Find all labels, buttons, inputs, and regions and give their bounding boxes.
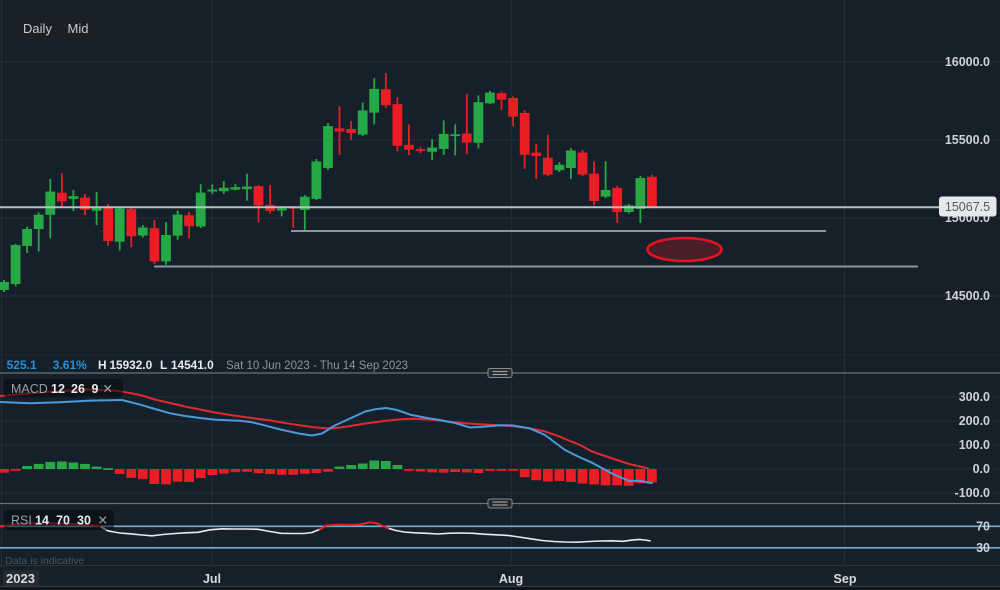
svg-text:2023: 2023: [6, 571, 35, 586]
svg-text:0.0: 0.0: [973, 462, 990, 476]
svg-text:16000.0: 16000.0: [945, 55, 990, 69]
svg-text:9: 9: [92, 382, 99, 396]
svg-text:70: 70: [56, 514, 70, 528]
svg-text:14: 14: [35, 514, 49, 528]
svg-text:15067.5: 15067.5: [945, 200, 990, 214]
svg-text:15500.0: 15500.0: [945, 133, 990, 147]
svg-text:Sep: Sep: [834, 572, 857, 586]
svg-text:30: 30: [976, 541, 990, 555]
svg-text:14541.0: 14541.0: [171, 358, 214, 372]
svg-text:RSI: RSI: [11, 514, 32, 528]
svg-text:L: L: [160, 358, 167, 372]
svg-text:200.0: 200.0: [959, 414, 990, 428]
svg-text:30: 30: [77, 514, 91, 528]
svg-text:525.1: 525.1: [7, 358, 37, 372]
svg-text:15932.0: 15932.0: [110, 358, 153, 372]
svg-text:70: 70: [976, 520, 990, 534]
svg-text:Daily: Daily: [23, 21, 52, 36]
svg-text:100.0: 100.0: [959, 438, 990, 452]
svg-text:14500.0: 14500.0: [945, 289, 990, 303]
svg-text:Data is indicative: Data is indicative: [5, 555, 85, 567]
svg-text:300.0: 300.0: [959, 390, 990, 404]
svg-text:-100.0: -100.0: [955, 486, 990, 500]
svg-text:Sat 10 Jun 2023 - Thu 14 Sep 2: Sat 10 Jun 2023 - Thu 14 Sep 2023: [226, 360, 408, 372]
svg-text:✕: ✕: [98, 514, 108, 528]
svg-text:Aug: Aug: [499, 572, 523, 586]
svg-text:12: 12: [51, 382, 65, 396]
svg-text:Mid: Mid: [68, 21, 89, 36]
svg-text:H: H: [98, 358, 107, 372]
svg-text:✕: ✕: [103, 382, 113, 396]
svg-text:26: 26: [71, 382, 85, 396]
svg-text:MACD: MACD: [11, 382, 48, 396]
svg-text:Jul: Jul: [203, 572, 221, 586]
svg-text:3.61%: 3.61%: [53, 358, 87, 372]
